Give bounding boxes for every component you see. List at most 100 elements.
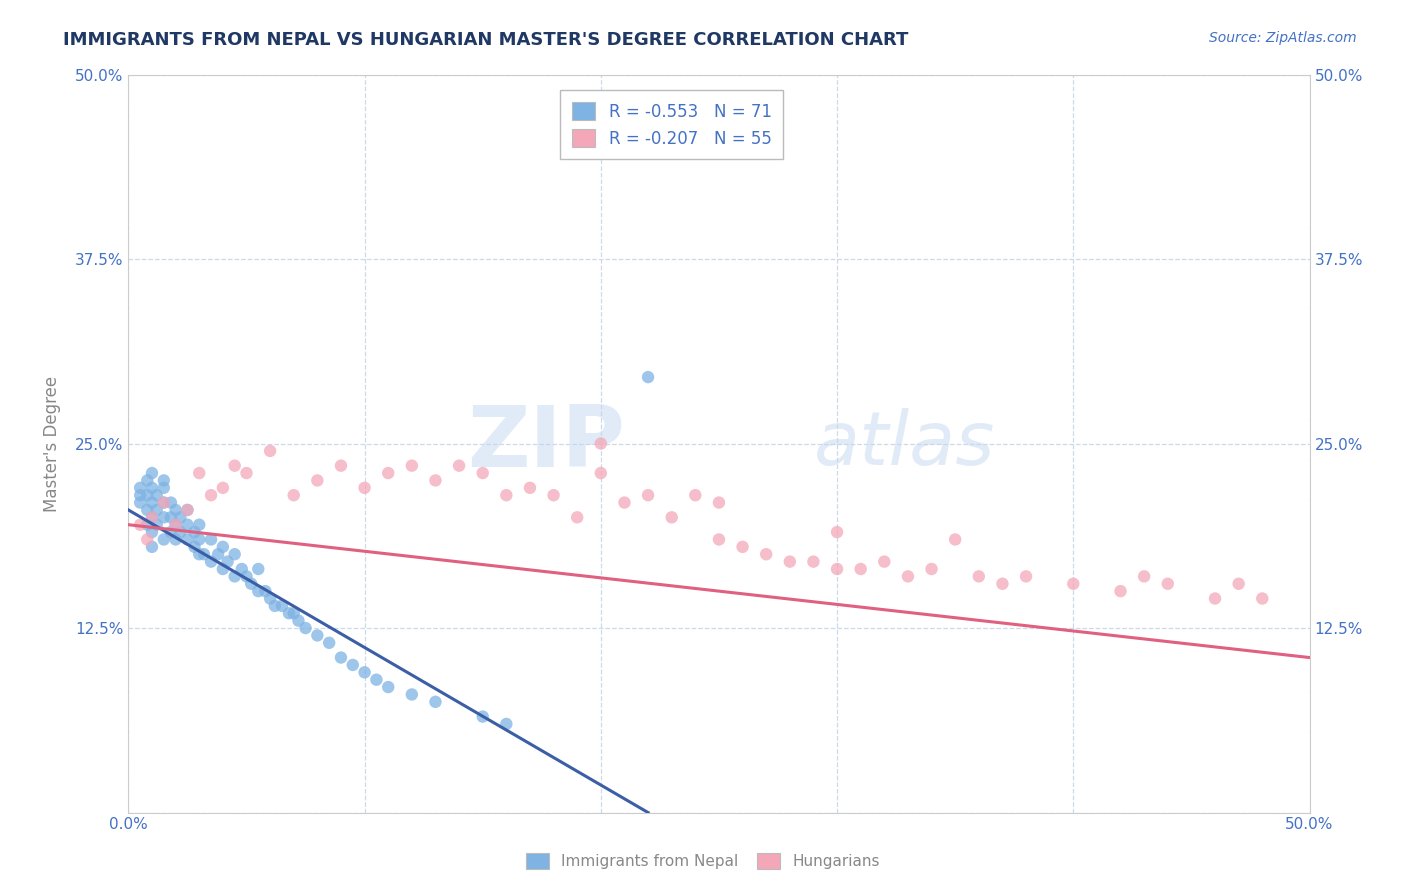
Point [136, 474, 159, 488]
Point [141, 510, 163, 524]
Point [141, 525, 163, 540]
Point [145, 488, 167, 502]
Point [136, 488, 159, 502]
Point [825, 525, 848, 540]
Point [153, 474, 176, 488]
Point [160, 495, 183, 509]
Point [153, 495, 176, 509]
Point [224, 458, 246, 473]
Point [1251, 591, 1274, 606]
Point [145, 517, 167, 532]
Point [176, 503, 198, 517]
Point [425, 474, 447, 488]
Point [141, 510, 163, 524]
Point [471, 709, 494, 723]
Point [318, 636, 340, 650]
Point [165, 503, 187, 517]
Point [224, 547, 246, 561]
Y-axis label: Master's Degree: Master's Degree [44, 376, 60, 512]
Point [254, 584, 277, 599]
Point [136, 533, 159, 547]
Point [991, 576, 1014, 591]
Point [129, 488, 152, 502]
Point [943, 533, 966, 547]
Point [287, 614, 309, 628]
Point [160, 510, 183, 524]
Point [224, 569, 246, 583]
Point [543, 488, 565, 502]
Point [240, 576, 263, 591]
Point [519, 481, 541, 495]
Point [967, 569, 990, 583]
Point [169, 510, 191, 524]
Text: Source: ZipAtlas.com: Source: ZipAtlas.com [1209, 31, 1357, 45]
Point [207, 547, 229, 561]
Point [307, 474, 329, 488]
Point [353, 481, 375, 495]
Text: IMMIGRANTS FROM NEPAL VS HUNGARIAN MASTER'S DEGREE CORRELATION CHART: IMMIGRANTS FROM NEPAL VS HUNGARIAN MASTE… [63, 31, 908, 49]
Point [731, 540, 754, 554]
Point [495, 488, 517, 502]
Point [212, 562, 235, 576]
Point [165, 517, 187, 532]
Point [141, 481, 163, 495]
Point [1015, 569, 1038, 583]
Point [637, 488, 659, 502]
Point [803, 555, 825, 569]
Point [589, 466, 612, 480]
Point [366, 673, 388, 687]
Point [136, 517, 159, 532]
Point [278, 607, 301, 621]
Point [183, 525, 205, 540]
Text: ZIP: ZIP [467, 402, 624, 485]
Point [145, 503, 167, 517]
Point [183, 540, 205, 554]
Point [200, 533, 222, 547]
Point [401, 688, 423, 702]
Point [129, 495, 152, 509]
Point [283, 488, 305, 502]
Point [425, 695, 447, 709]
Point [377, 680, 399, 694]
Point [271, 599, 294, 613]
Point [921, 562, 943, 576]
Point [188, 547, 211, 561]
Point [755, 547, 778, 561]
Point [613, 495, 636, 509]
Point [637, 370, 659, 384]
Point [217, 555, 239, 569]
Point [160, 525, 183, 540]
Point [141, 466, 163, 480]
Point [153, 481, 176, 495]
Point [235, 569, 257, 583]
Point [1204, 591, 1226, 606]
Point [200, 555, 222, 569]
Point [231, 562, 253, 576]
Point [825, 562, 848, 576]
Point [169, 525, 191, 540]
Point [153, 510, 176, 524]
Point [330, 458, 353, 473]
Point [129, 517, 152, 532]
Point [707, 533, 730, 547]
Point [259, 444, 281, 458]
Point [188, 533, 211, 547]
Point [449, 458, 471, 473]
Point [259, 591, 281, 606]
Point [330, 650, 353, 665]
Point [165, 533, 187, 547]
Point [263, 599, 285, 613]
Point [141, 540, 163, 554]
Point [897, 569, 920, 583]
Point [589, 436, 612, 450]
Point [193, 547, 215, 561]
Point [707, 495, 730, 509]
Point [1062, 576, 1084, 591]
Point [153, 495, 176, 509]
Point [247, 562, 270, 576]
Point [188, 466, 211, 480]
Legend: Immigrants from Nepal, Hungarians: Immigrants from Nepal, Hungarians [520, 847, 886, 875]
Point [1157, 576, 1180, 591]
Point [141, 495, 163, 509]
Point [873, 555, 896, 569]
